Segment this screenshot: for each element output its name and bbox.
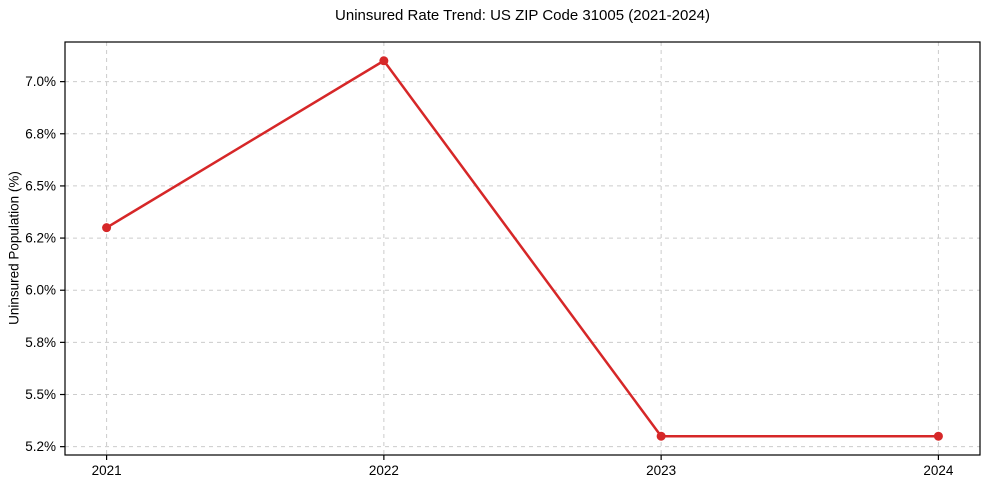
plot-border — [64, 41, 981, 456]
y-tick-label: 6.0% — [25, 283, 56, 298]
data-point-marker — [379, 56, 389, 66]
y-tick-label: 6.2% — [25, 231, 56, 246]
y-tick-label: 7.0% — [25, 74, 56, 89]
grid-layer — [65, 42, 980, 455]
y-tick-label: 6.5% — [25, 178, 56, 193]
y-tick-label: 5.2% — [25, 439, 56, 454]
y-tick-label: 6.8% — [25, 126, 56, 141]
data-point-marker — [102, 223, 112, 233]
data-series-layer — [102, 56, 943, 441]
data-point-marker — [656, 431, 666, 441]
y-tick-label: 5.8% — [25, 335, 56, 350]
data-point-marker — [933, 431, 943, 441]
axes-layer: 5.2% 5.5% 5.8% 6.0% 6.2% 6.5% 6.8% 7.0% 2021 2022… — [25, 41, 981, 478]
chart-title: Uninsured Rate Trend: US ZIP Code 31005 … — [335, 7, 710, 24]
x-tick-label: 2021 — [92, 463, 122, 478]
x-tick-label: 2023 — [646, 463, 676, 478]
x-tick-label: 2024 — [923, 463, 954, 478]
trend-line — [105, 59, 940, 438]
x-tick-label: 2022 — [369, 463, 399, 478]
y-tick-label: 5.5% — [25, 387, 56, 402]
